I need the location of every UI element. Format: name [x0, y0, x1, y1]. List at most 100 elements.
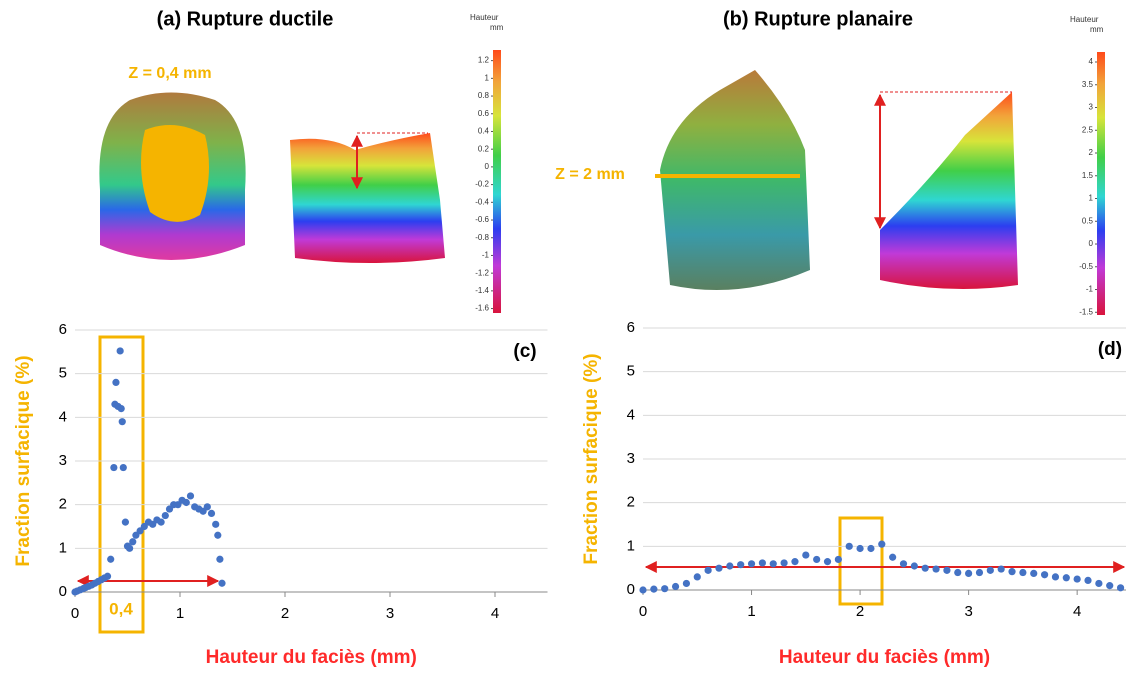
highlight-box: [838, 516, 884, 606]
colorbar-tick-label: 0.5: [1082, 216, 1094, 225]
render-a-left: [99, 92, 246, 260]
point: [747, 560, 756, 568]
point: [218, 579, 226, 587]
point: [110, 463, 118, 472]
colorbar: [493, 50, 501, 313]
point: [121, 518, 129, 526]
point: [639, 586, 647, 594]
point: [910, 562, 918, 570]
point: [116, 347, 124, 355]
point: [157, 518, 165, 526]
x-tick-label: 4: [1073, 603, 1081, 620]
colorbar-tick-label: -1: [1086, 285, 1094, 294]
colorbar-tick-label: -0.2: [475, 180, 489, 189]
highlight-box: [98, 335, 145, 634]
point: [118, 418, 126, 426]
point: [207, 509, 216, 517]
colorbar-tick-label: -0.4: [475, 197, 489, 206]
x-tick-label: 1: [176, 605, 184, 622]
point: [107, 555, 115, 563]
colorbar-tick-label: 0: [1089, 239, 1094, 248]
point: [889, 553, 897, 561]
render-b-left: [660, 70, 810, 290]
point: [103, 572, 112, 580]
x-tick-label: 0: [639, 603, 647, 620]
colorbar-tick-label: -1.6: [475, 304, 489, 313]
point: [1062, 574, 1070, 582]
render-a-right: [290, 133, 445, 263]
colorbar-tick-label: 2: [1089, 148, 1094, 157]
y-tick-label: 6: [627, 319, 635, 336]
point: [682, 579, 691, 588]
colorbar-tick-label: -0.8: [475, 233, 489, 242]
colorbar-tick-label: 0.4: [478, 127, 490, 136]
x-tick-label: 0: [71, 605, 79, 622]
point: [186, 492, 195, 500]
point: [129, 538, 137, 546]
point: [119, 463, 127, 472]
point: [1095, 579, 1103, 588]
point: [965, 569, 973, 578]
colorbar-tick-label: 0.8: [478, 91, 490, 100]
panel-title: (a) Rupture ductile: [157, 8, 334, 30]
y-tick-label: 1: [59, 539, 67, 556]
y-tick-label: 2: [627, 494, 635, 511]
highlight-label: 0,4: [109, 599, 133, 618]
point: [943, 566, 951, 574]
point: [932, 565, 940, 573]
colorbar-tick-label: 1.2: [478, 56, 490, 65]
point: [693, 573, 701, 581]
colorbar-unit: mm: [1090, 25, 1104, 34]
z-label: Z = 0,4 mm: [128, 65, 211, 82]
point: [1116, 584, 1125, 592]
y-tick-label: 6: [59, 321, 67, 338]
point: [986, 566, 994, 574]
x-tick-label: 1: [747, 603, 755, 620]
colorbar-tick-label: 4: [1089, 57, 1094, 66]
point: [867, 544, 875, 553]
point: [954, 568, 962, 577]
point: [758, 559, 766, 567]
y-tick-label: 5: [59, 365, 67, 382]
point: [161, 511, 169, 520]
point: [1030, 569, 1038, 578]
point: [661, 585, 669, 593]
point: [845, 542, 853, 550]
y-tick-label: 4: [627, 406, 635, 423]
colorbar-title: Hauteur: [1070, 15, 1099, 24]
y-tick-label: 3: [59, 452, 67, 469]
point: [1040, 571, 1049, 579]
x-tick-label: 4: [491, 605, 499, 622]
point: [126, 544, 134, 552]
point: [1106, 582, 1114, 590]
point: [650, 585, 658, 593]
point: [834, 555, 842, 564]
point: [216, 555, 224, 563]
point: [1073, 575, 1081, 583]
point: [921, 564, 929, 572]
point: [1008, 568, 1016, 576]
point: [214, 531, 222, 539]
colorbar-tick-label: -0.5: [1079, 262, 1093, 271]
point: [899, 560, 908, 568]
y-tick-label: 5: [627, 363, 635, 380]
point: [212, 520, 220, 528]
y-tick-label: 1: [627, 537, 635, 554]
point: [791, 558, 799, 566]
panel-title: (b) Rupture planaire: [723, 8, 913, 30]
colorbar-tick-label: 2.5: [1082, 125, 1094, 134]
point: [737, 561, 745, 569]
x-axis-label: Hauteur du faciès (mm): [206, 647, 417, 668]
colorbar-tick-label: 1: [485, 73, 490, 82]
colorbar-tick-label: 0.2: [478, 144, 490, 153]
point: [704, 566, 712, 574]
colorbar: [1097, 52, 1105, 315]
point: [112, 378, 120, 386]
colorbar-tick-label: 1: [1089, 194, 1094, 203]
point: [182, 498, 190, 507]
x-axis-label: Hauteur du faciès (mm): [779, 647, 990, 668]
y-tick-label: 3: [627, 450, 635, 467]
point: [715, 564, 723, 572]
colorbar-tick-label: -1: [482, 251, 490, 260]
